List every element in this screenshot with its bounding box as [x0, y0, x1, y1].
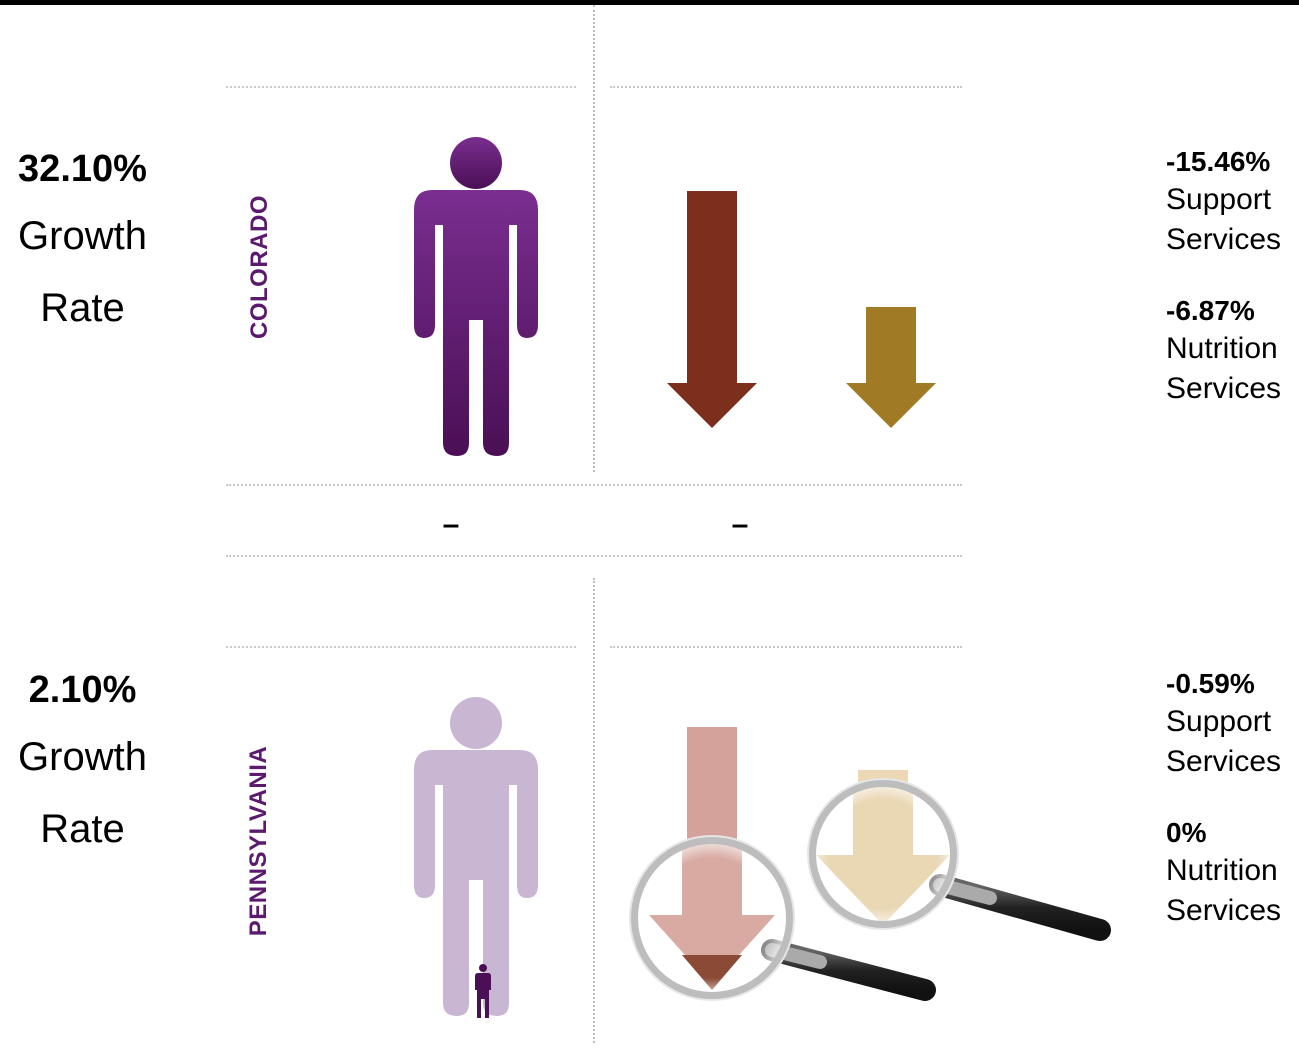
- colorado-nutrition-label2: Services: [1166, 372, 1282, 405]
- pennsylvania-growth-stat: 2.10% Growth Rate: [0, 659, 165, 865]
- colorado-left-rule: [226, 86, 576, 88]
- pennsylvania-nutrition-value: 0%: [1166, 817, 1207, 848]
- separator-rule-top: [226, 484, 962, 486]
- pennsylvania-growth-word1: Growth: [18, 735, 147, 779]
- pennsylvania-nutrition-stat: 0% Nutrition Services: [1166, 815, 1299, 931]
- pennsylvania-support-label2: Services: [1166, 745, 1282, 778]
- colorado-support-label1: Support: [1166, 183, 1272, 216]
- top-border: [0, 0, 1299, 5]
- colorado-nutrition-label1: Nutrition: [1166, 332, 1278, 365]
- colorado-growth-value: 32.10%: [18, 148, 147, 190]
- pennsylvania-growth-value: 2.10%: [28, 669, 137, 711]
- pennsylvania-nutrition-label1: Nutrition: [1166, 854, 1278, 887]
- colorado-growth-word1: Growth: [18, 214, 147, 258]
- colorado-support-stat: -15.46% Support Services: [1166, 144, 1299, 260]
- pennsylvania-support-label1: Support: [1166, 705, 1272, 738]
- colorado-nutrition-stat: -6.87% Nutrition Services: [1166, 293, 1299, 409]
- pennsylvania-right-rule: [610, 646, 962, 648]
- colorado-right-rule: [610, 86, 962, 88]
- magnifying-glass-icon: [629, 835, 936, 1001]
- pennsylvania-support-value: -0.59%: [1166, 668, 1255, 699]
- person-icon: [414, 137, 538, 456]
- colorado-divider: [593, 5, 595, 472]
- down-arrow-icon: [667, 191, 757, 428]
- colorado-growth-stat: 32.10% Growth Rate: [0, 138, 165, 344]
- down-arrow-icon: [846, 307, 936, 428]
- pennsylvania-left-rule: [226, 646, 576, 648]
- magnifying-glass-icon: [807, 778, 1111, 941]
- pennsylvania-growth-word2: Rate: [40, 807, 125, 851]
- separator-dash-left: –: [442, 508, 460, 541]
- person-icon: [414, 697, 538, 1016]
- pennsylvania-divider: [593, 578, 595, 1043]
- separator-rule-bottom: [226, 555, 962, 557]
- separator-dash-right: –: [731, 508, 749, 541]
- colorado-nutrition-value: -6.87%: [1166, 295, 1255, 326]
- colorado-growth-word2: Rate: [40, 286, 125, 330]
- colorado-support-label2: Services: [1166, 223, 1282, 256]
- pennsylvania-support-stat: -0.59% Support Services: [1166, 666, 1299, 782]
- colorado-support-value: -15.46%: [1166, 146, 1271, 177]
- pennsylvania-nutrition-label2: Services: [1166, 894, 1282, 927]
- person-icon: [475, 964, 491, 1018]
